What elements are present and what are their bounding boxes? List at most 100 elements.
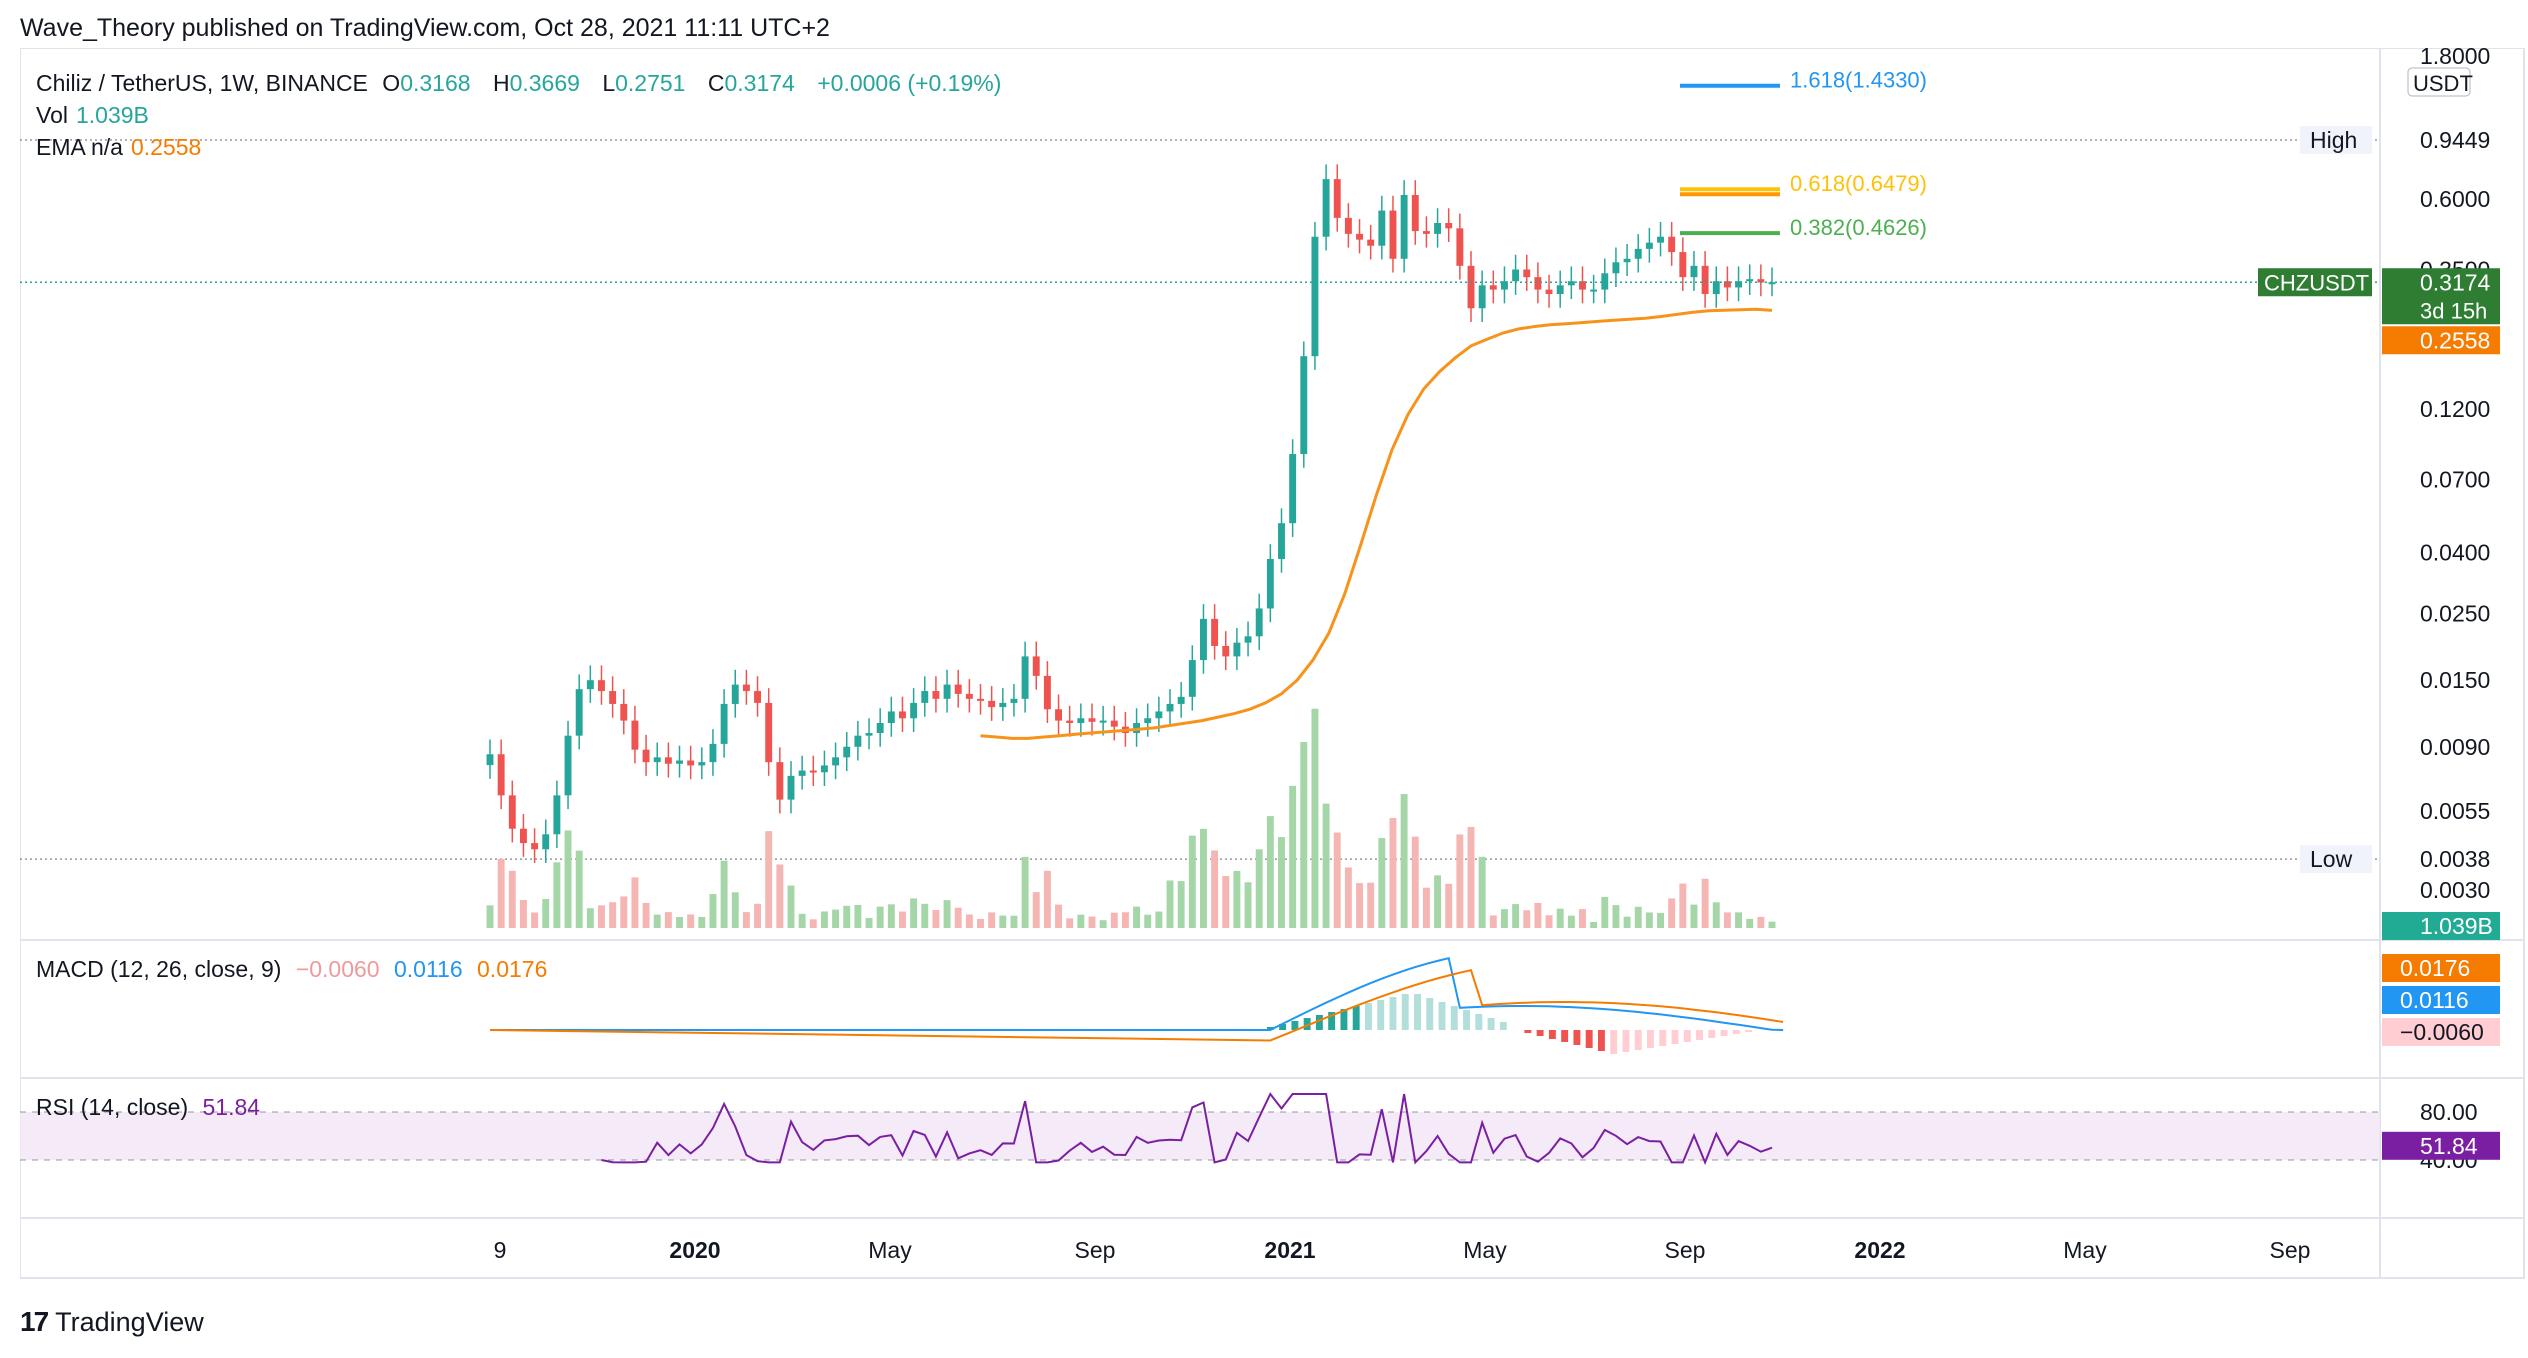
ema-value: 0.2558 (130, 134, 202, 160)
volume-bar (854, 904, 862, 928)
volume-bar (1144, 914, 1152, 928)
macd-histogram-bar (1340, 1009, 1348, 1030)
volume-bar (1300, 741, 1308, 928)
rsi-tick-label: 80.00 (2420, 1099, 2478, 1125)
volume-bar (1645, 912, 1653, 928)
vol-label[interactable]: Vol (36, 102, 68, 128)
price-tick-label: 0.6000 (2420, 186, 2490, 212)
candle-body (642, 749, 650, 763)
macd-axis-badge (2382, 1018, 2500, 1046)
macd-histogram-bar (1315, 1015, 1323, 1030)
candle-body (653, 757, 661, 763)
candle-body (720, 703, 728, 744)
candle-body (709, 743, 717, 763)
ema-badge-value: 0.2558 (2420, 327, 2490, 353)
volume-bar (664, 912, 672, 928)
volume-bar (1032, 892, 1040, 928)
volume-bar (921, 903, 929, 928)
volume-bar (720, 860, 728, 928)
candle-body (988, 700, 996, 708)
candle-body (698, 762, 706, 766)
macd-histogram-bar (1414, 994, 1421, 1030)
chart-svg[interactable]: 1.80000.60000.35000.12000.07000.04000.02… (20, 48, 2528, 1288)
macd-histogram-bar (1659, 1030, 1667, 1046)
ema-label[interactable]: EMA n/a (36, 134, 123, 160)
volume-bar (1556, 908, 1564, 928)
volume-bar (899, 911, 906, 928)
volume-bar (586, 908, 594, 928)
currency-label: USDT (2413, 71, 2473, 96)
volume-bar (1445, 883, 1453, 928)
high-label: H (492, 70, 510, 96)
candle-body (1456, 228, 1464, 266)
volume-bar (776, 864, 784, 928)
macd-histogram-bar (1708, 1030, 1716, 1038)
volume-bar (1311, 708, 1319, 928)
volume-bar (1356, 883, 1363, 928)
symbol-label[interactable]: Chiliz / TetherUS, 1W, BINANCE (36, 70, 368, 96)
volume-bar (486, 905, 494, 928)
volume-bar (1601, 896, 1609, 928)
candle-body (687, 760, 695, 766)
volume-bar (1099, 920, 1107, 928)
candle-body (977, 698, 984, 701)
volume-bar (843, 905, 851, 928)
chart-area[interactable]: 1.80000.60000.35000.12000.07000.04000.02… (20, 48, 2528, 1288)
candle-body (1612, 262, 1620, 274)
volume-bar (1701, 878, 1709, 928)
rsi-value: 51.84 (202, 1094, 261, 1120)
volume-bar (1055, 904, 1062, 928)
volume-bar (1422, 887, 1430, 928)
macd-legend: MACD (12, 26, close, 9) −0.0060 0.0116 0… (36, 956, 555, 983)
macd-histogram-bar (1352, 1006, 1360, 1030)
volume-bar (832, 909, 840, 928)
candle-body (1222, 645, 1230, 657)
candle-body (1055, 709, 1062, 721)
volume-bar (1623, 916, 1631, 928)
candle-body (1032, 656, 1040, 676)
volume-bar (1378, 838, 1386, 928)
volume-bar (1657, 912, 1664, 928)
rsi-label[interactable]: RSI (14, close) (36, 1094, 189, 1120)
candle-body (1545, 289, 1553, 295)
macd-histogram-bar (1548, 1030, 1556, 1039)
volume-bar (1133, 906, 1141, 928)
low-badge (2300, 845, 2372, 874)
time-tick-label: May (1463, 1237, 1507, 1263)
macd-axis-value: 0.0116 (2400, 987, 2469, 1013)
candle-body (843, 746, 851, 758)
candle-body (609, 691, 617, 704)
candle-body (1657, 236, 1664, 243)
high-badge (2300, 126, 2372, 155)
macd-histogram-bar (1487, 1018, 1495, 1030)
volume-bar (1545, 915, 1553, 928)
candle-body (676, 760, 683, 764)
macd-hist-value: −0.0060 (295, 956, 380, 982)
candle-body (1021, 656, 1029, 699)
volume-bar (564, 830, 572, 928)
macd-histogram-bar (1279, 1024, 1287, 1030)
volume-bar (1389, 818, 1397, 928)
macd-histogram-bar (1303, 1018, 1311, 1030)
candle-body (1155, 711, 1163, 719)
candle-body (1333, 179, 1341, 218)
volume-bar (787, 885, 795, 928)
volume-bar (1289, 785, 1297, 928)
macd-signal-line (489, 969, 1784, 1042)
time-tick-label: 2021 (1264, 1237, 1315, 1263)
countdown-value: 3d 15h (2420, 298, 2487, 323)
candle-body (854, 735, 862, 747)
candle-body (1166, 703, 1174, 712)
footer-brand[interactable]: 17 TradingView (20, 1306, 204, 1338)
macd-histogram-bar (1671, 1030, 1679, 1044)
volume-bar (820, 911, 828, 928)
fib-label: 1.618(1.4330) (1790, 68, 1927, 93)
macd-label[interactable]: MACD (12, 26, close, 9) (36, 956, 282, 982)
time-tick-label: 9 (494, 1237, 507, 1263)
volume-bar (988, 912, 996, 928)
volume-bar (1233, 870, 1241, 928)
candle-body (1356, 233, 1363, 240)
volume-bar (1411, 836, 1419, 928)
candle-body (620, 703, 628, 721)
low-label: Low (2310, 846, 2353, 872)
